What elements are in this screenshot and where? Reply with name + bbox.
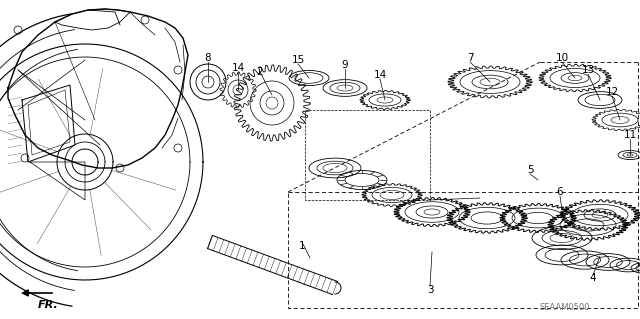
Text: 14: 14 bbox=[232, 63, 244, 73]
Text: 4: 4 bbox=[589, 273, 596, 283]
Text: 2: 2 bbox=[257, 67, 263, 77]
Text: 10: 10 bbox=[556, 53, 568, 63]
Bar bbox=[305, 110, 430, 200]
Text: 15: 15 bbox=[291, 55, 305, 65]
Text: 6: 6 bbox=[557, 187, 563, 197]
Text: 8: 8 bbox=[205, 53, 211, 63]
Text: 14: 14 bbox=[373, 70, 387, 80]
Text: 11: 11 bbox=[623, 130, 637, 140]
Text: FR.: FR. bbox=[38, 300, 58, 310]
Text: 1: 1 bbox=[299, 241, 305, 251]
Text: 9: 9 bbox=[342, 60, 348, 70]
Text: 5: 5 bbox=[527, 165, 533, 175]
Text: 7: 7 bbox=[467, 53, 474, 63]
Text: SEAAM0500: SEAAM0500 bbox=[540, 303, 590, 313]
Text: 12: 12 bbox=[605, 87, 619, 97]
Text: 3: 3 bbox=[427, 285, 433, 295]
Text: 13: 13 bbox=[581, 65, 595, 75]
